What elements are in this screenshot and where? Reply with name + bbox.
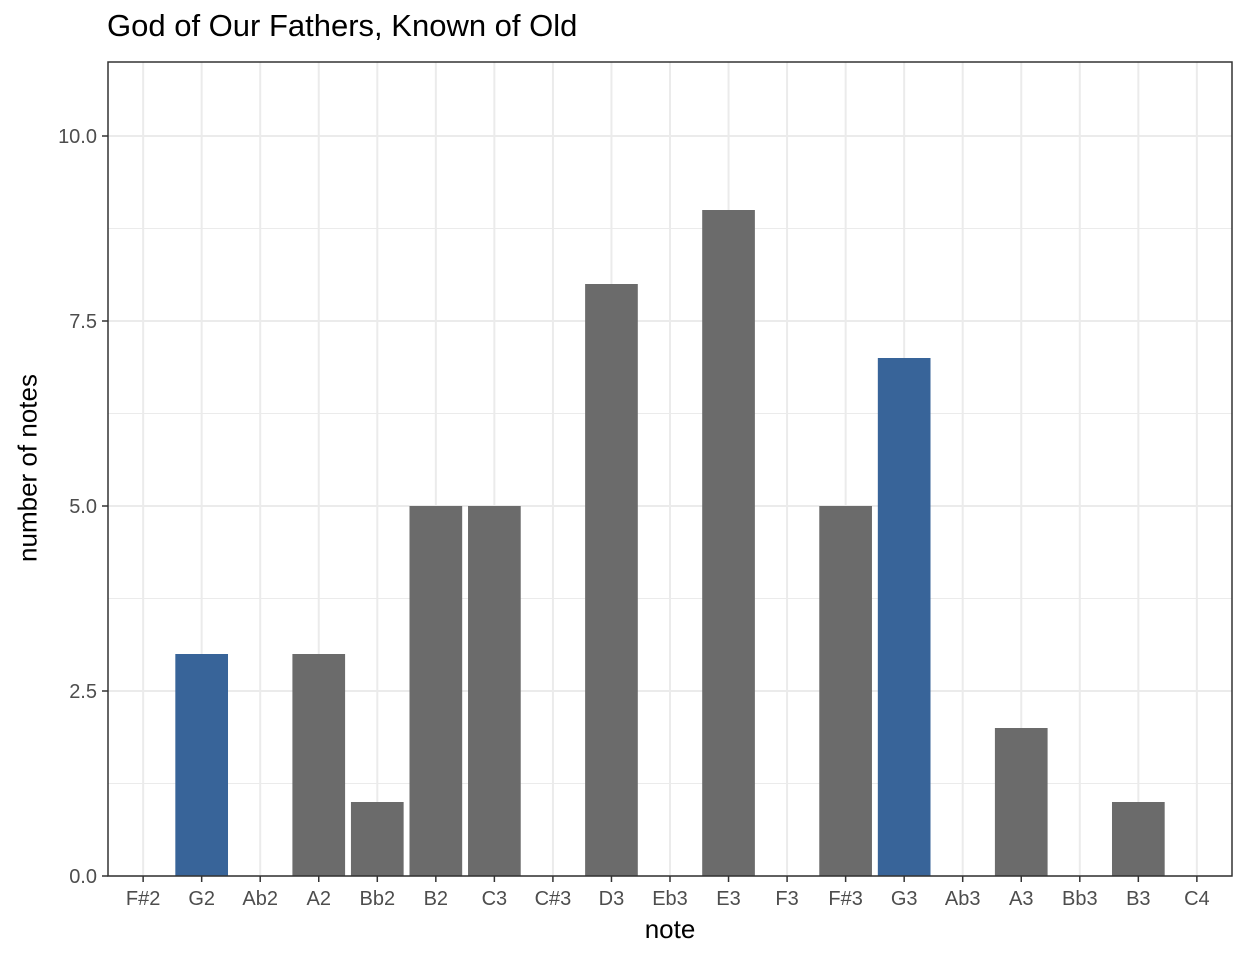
bar-g2 [175,654,229,876]
bar-d3 [585,284,638,876]
bar-b3 [1111,802,1165,876]
x-tick-label: F#2 [126,888,160,910]
y-axis-label: number of notes [12,374,43,562]
bars [175,210,1165,876]
x-tick-label: Bb3 [1062,888,1098,910]
bar-a3 [994,728,1048,876]
x-tick-label: B3 [1126,888,1150,910]
bar-bb2 [350,802,404,876]
bar-e3 [702,210,755,876]
y-tick-label: 7.5 [69,311,97,333]
x-tick-label: B2 [424,888,448,910]
x-tick-label: A2 [307,888,331,910]
x-tick-label: G3 [891,888,918,910]
x-tick-label: Ab3 [945,888,981,910]
x-tick-label: C#3 [535,888,572,910]
axes: 0.0 2.5 5.0 7.5 10.0 F#2 G2 Ab2 A2 Bb2 B2 C3 C#3 D3 Eb… [58,126,1210,910]
y-tick-label: 0.0 [69,866,97,888]
x-tick-label: C4 [1184,888,1210,910]
x-tick-label: C3 [482,888,508,910]
bar-g3 [877,358,931,876]
x-tick-label: F#3 [828,888,862,910]
bar-a2 [292,654,346,876]
x-axis-label: note [644,914,696,944]
y-tick-label: 5.0 [69,496,97,518]
x-tick-label: D3 [599,888,625,910]
x-tick-label: A3 [1009,888,1033,910]
y-tick-label: 10.0 [58,126,97,148]
x-tick-label: Ab2 [242,888,278,910]
bar-b2 [409,506,463,876]
x-tick-label: G2 [188,888,215,910]
x-tick-label: E3 [716,888,740,910]
bar-fsharp3 [819,506,872,876]
x-tick-label: Eb3 [652,888,688,910]
y-tick-label: 2.5 [69,681,97,703]
chart-title: God of Our Fathers, Known of Old [107,8,578,43]
grid-lines [108,62,1232,877]
x-tick-label: Bb2 [359,888,395,910]
x-tick-label: F3 [775,888,798,910]
bar-c3 [468,506,521,876]
